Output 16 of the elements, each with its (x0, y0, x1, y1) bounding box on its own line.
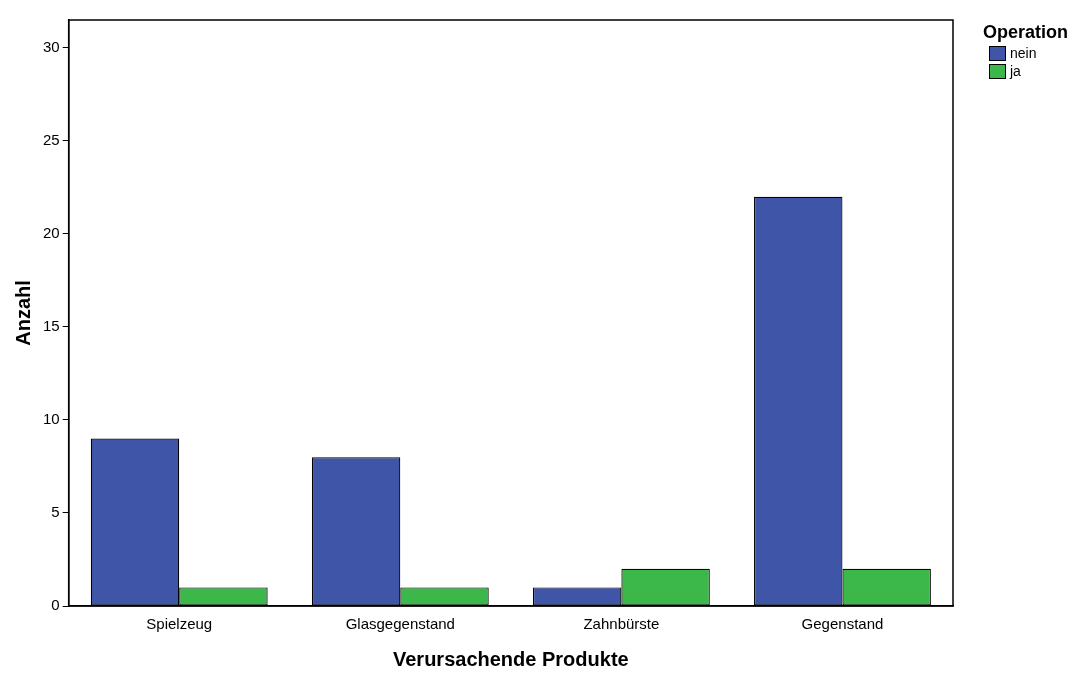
legend-label: nein (1010, 45, 1037, 61)
x-tick-label: Gegenstand (801, 615, 884, 633)
y-tick-label: 25 (43, 131, 60, 149)
y-tick-label: 30 (43, 38, 60, 56)
y-tick-label: 0 (51, 596, 60, 614)
legend-title: Operation (983, 22, 1069, 43)
y-axis-title: Anzahl (11, 280, 34, 346)
x-tick-label: Spielzeug (146, 615, 213, 633)
y-tick-label: 5 (51, 503, 60, 521)
x-tick-label: Glasgegenstand (345, 615, 455, 633)
y-tick-label: 20 (43, 224, 60, 242)
legend-label: ja (1010, 63, 1021, 79)
x-axis-title: Verursachende Produkte (393, 647, 629, 670)
y-tick-label: 10 (43, 410, 60, 428)
x-tick-label: Zahnbürste (583, 615, 660, 633)
y-tick-label: 15 (43, 317, 60, 335)
